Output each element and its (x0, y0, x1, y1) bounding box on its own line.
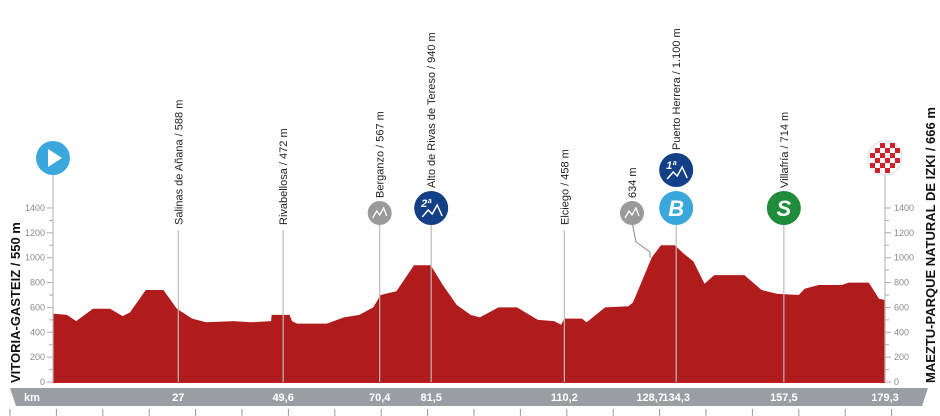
point-label: Alto de Rivas de Tereso / 940 m (426, 32, 438, 188)
checker-square (885, 158, 890, 163)
km-label: 179,3 (871, 392, 899, 404)
point-label: Villafría / 714 m (779, 112, 791, 188)
mountain-glyph (624, 206, 640, 219)
checker-square (880, 163, 885, 168)
point-label: Salinas de Añana / 588 m (173, 100, 185, 225)
category-badge: 1ª (666, 160, 677, 172)
y-tick-label-left: 400 (30, 327, 45, 337)
bonus-icon (659, 191, 694, 225)
elevation-profile-area (53, 245, 885, 382)
checker-square (870, 163, 875, 168)
play-icon (48, 149, 62, 167)
bonus-badge: B (668, 196, 684, 221)
uncategorized-climb-icon (367, 201, 392, 225)
checker-square (875, 158, 880, 163)
checker-square (890, 143, 895, 148)
y-tick-label-right: 1400 (894, 203, 914, 213)
y-tick-label-right: 600 (894, 302, 909, 312)
km-label: 81,5 (420, 392, 441, 404)
point-label: 634 m (627, 167, 639, 198)
km-bar (10, 388, 928, 406)
checker-square (870, 153, 875, 158)
km-label: 49,6 (272, 392, 293, 404)
y-tick-label-right: 0 (894, 377, 899, 387)
km-label: 157,5 (770, 392, 798, 404)
y-tick-label-left: 1400 (25, 203, 45, 213)
checker-square (875, 148, 880, 153)
mountain-glyph (421, 203, 443, 218)
y-tick-label-left: 1000 (25, 253, 45, 263)
mountain-glyph (666, 165, 688, 180)
checker-square (875, 168, 880, 173)
y-tick-label-left: 0 (40, 377, 45, 387)
km-label: 110,2 (551, 392, 578, 404)
finish-label: MAEZTU-PARQUE NATURAL DE IZKI / 666 m (923, 107, 938, 383)
km-axis-label: km (24, 392, 40, 404)
uncategorized-climb-icon (620, 201, 644, 225)
checker-square (880, 143, 885, 148)
point-label: Puerto Herrera / 1.100 m (671, 28, 683, 150)
y-tick-label-right: 800 (894, 278, 909, 288)
point-label: Rivabellosa / 472 m (278, 128, 290, 225)
checker-square (885, 168, 890, 173)
sprint-badge: S (776, 196, 791, 221)
checker-square (885, 148, 890, 153)
checker-square (895, 158, 900, 163)
category-badge: 2ª (420, 198, 432, 210)
y-tick-label-right: 1200 (894, 228, 914, 238)
y-tick-label-right: 200 (894, 352, 909, 362)
km-label: 128,7 (636, 392, 664, 404)
km-label: 134,3 (662, 392, 690, 404)
leader-line (631, 221, 651, 258)
y-tick-label-left: 200 (30, 352, 45, 362)
checker-square (880, 153, 885, 158)
y-tick-label-left: 1200 (25, 228, 45, 238)
point-label: Berganzo / 567 m (375, 111, 387, 198)
y-tick-label-left: 800 (30, 278, 45, 288)
sprint-icon (766, 191, 801, 225)
start-label: VITORIA-GASTEIZ / 550 m (8, 222, 23, 383)
checker-square (890, 153, 895, 158)
checker-square (895, 148, 900, 153)
y-tick-label-right: 400 (894, 327, 909, 337)
y-tick-label-left: 600 (30, 302, 45, 312)
km-label: 27 (172, 392, 184, 404)
point-label: Elciego / 458 m (559, 149, 571, 225)
mountain-glyph (372, 206, 388, 219)
checker-square (890, 163, 895, 168)
y-tick-label-right: 1000 (894, 253, 914, 263)
km-label: 70,4 (369, 392, 391, 404)
